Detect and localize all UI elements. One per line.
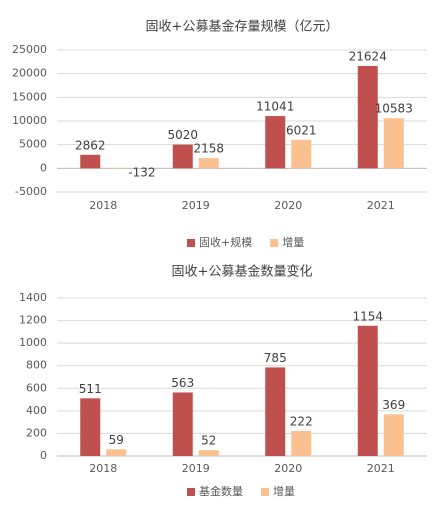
- value-label: -132: [128, 165, 155, 179]
- bar: [172, 392, 193, 456]
- bar: [172, 144, 193, 169]
- y-tick-label: 400: [26, 404, 47, 417]
- y-tick-label: 1000: [19, 336, 47, 349]
- bar: [357, 65, 378, 169]
- y-tick-label: 200: [26, 426, 47, 439]
- legend-swatch: [187, 488, 195, 496]
- y-tick-label: 20000: [12, 67, 47, 80]
- x-tick-label: 2019: [182, 462, 210, 475]
- bar: [291, 430, 312, 456]
- bar: [198, 450, 219, 456]
- legend-label: 增量: [273, 484, 295, 498]
- value-label: 52: [201, 434, 216, 448]
- y-tick-label: 15000: [12, 90, 47, 103]
- value-label: 563: [171, 376, 194, 390]
- value-label: 369: [382, 398, 405, 412]
- legend-label: 基金数量: [199, 484, 243, 498]
- value-label: 511: [79, 382, 102, 396]
- value-label: 11041: [256, 100, 294, 114]
- bar: [383, 414, 404, 456]
- value-label: 21624: [349, 49, 387, 63]
- y-tick-label: 0: [40, 161, 47, 174]
- x-tick-label: 2021: [367, 462, 395, 475]
- x-tick-label: 2018: [89, 199, 117, 212]
- chart-title: 固收+公募基金存量规模（亿元）: [146, 19, 339, 35]
- chart-title: 固收+公募基金数量变化: [172, 264, 313, 280]
- x-tick-label: 2021: [367, 199, 395, 212]
- legend-swatch: [270, 239, 279, 247]
- bar: [265, 116, 286, 169]
- y-tick-label: 25000: [12, 43, 47, 56]
- value-label: 222: [290, 414, 313, 428]
- bar: [357, 325, 378, 456]
- y-tick-label: 1200: [19, 314, 47, 327]
- legend-swatch: [187, 239, 195, 247]
- bar: [106, 449, 127, 456]
- value-label: 1154: [352, 309, 383, 323]
- legend-label: 固收+规模: [199, 235, 252, 249]
- bar: [80, 154, 101, 169]
- y-tick-label: -5000: [15, 185, 47, 198]
- bar: [80, 398, 101, 456]
- bar: [291, 139, 312, 169]
- bar: [265, 367, 286, 456]
- bar: [198, 158, 219, 169]
- value-label: 10583: [375, 102, 413, 116]
- legend-label: 增量: [282, 235, 304, 249]
- y-tick-label: 600: [26, 381, 47, 394]
- x-tick-label: 2020: [274, 199, 302, 212]
- value-label: 2158: [193, 142, 224, 156]
- value-label: 2862: [75, 138, 106, 152]
- x-tick-label: 2018: [89, 462, 117, 475]
- legend-swatch: [261, 488, 269, 496]
- value-label: 6021: [286, 123, 317, 137]
- y-tick-label: 800: [26, 359, 47, 372]
- y-tick-label: 5000: [19, 138, 47, 151]
- value-label: 59: [109, 433, 124, 447]
- bar: [383, 118, 404, 169]
- y-tick-label: 1400: [19, 291, 47, 304]
- value-label: 785: [264, 351, 287, 365]
- y-tick-label: 0: [40, 449, 47, 462]
- bar: [106, 168, 127, 169]
- value-label: 5020: [167, 128, 198, 142]
- x-tick-label: 2020: [274, 462, 302, 475]
- y-tick-label: 10000: [12, 114, 47, 127]
- x-tick-label: 2019: [182, 199, 210, 212]
